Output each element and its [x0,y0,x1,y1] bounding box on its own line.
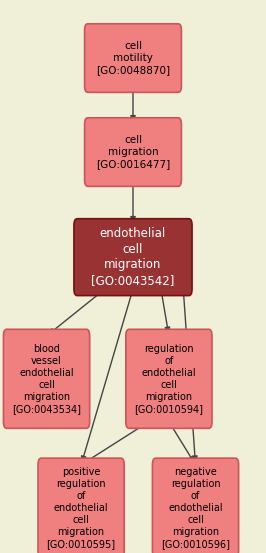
FancyBboxPatch shape [126,330,212,429]
FancyBboxPatch shape [152,458,239,553]
FancyBboxPatch shape [74,219,192,295]
Text: cell
migration
[GO:0016477]: cell migration [GO:0016477] [96,135,170,169]
Text: negative
regulation
of
endothelial
cell
migration
[GO:0010596]: negative regulation of endothelial cell … [161,467,230,549]
Text: cell
motility
[GO:0048870]: cell motility [GO:0048870] [96,41,170,75]
Text: blood
vessel
endothelial
cell
migration
[GO:0043534]: blood vessel endothelial cell migration … [12,344,81,414]
FancyBboxPatch shape [38,458,124,553]
Text: regulation
of
endothelial
cell
migration
[GO:0010594]: regulation of endothelial cell migration… [134,344,203,414]
FancyBboxPatch shape [3,330,90,429]
FancyBboxPatch shape [85,118,181,186]
Text: endothelial
cell
migration
[GO:0043542]: endothelial cell migration [GO:0043542] [91,227,175,287]
FancyBboxPatch shape [85,24,181,92]
Text: positive
regulation
of
endothelial
cell
migration
[GO:0010595]: positive regulation of endothelial cell … [47,467,116,549]
